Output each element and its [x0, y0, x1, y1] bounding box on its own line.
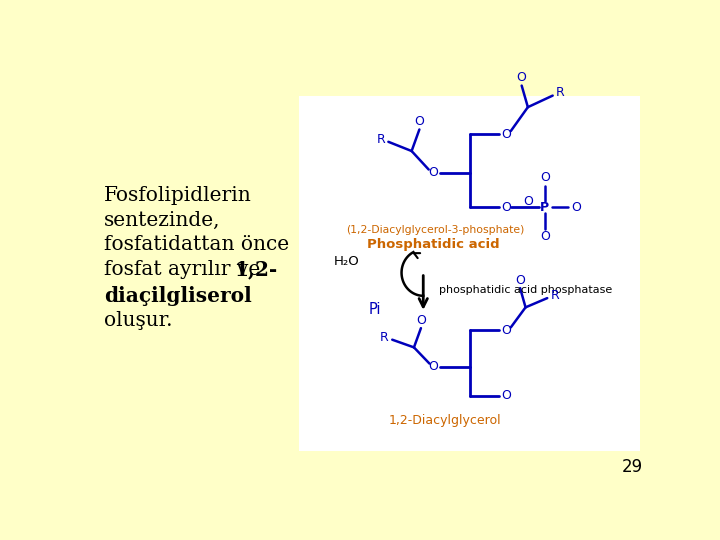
- Text: 29: 29: [622, 458, 643, 476]
- Text: O: O: [540, 230, 550, 243]
- Text: O: O: [415, 115, 424, 129]
- Text: O: O: [501, 324, 511, 337]
- Text: O: O: [501, 127, 511, 140]
- Text: sentezinde,: sentezinde,: [104, 211, 220, 230]
- Text: fosfatidattan önce: fosfatidattan önce: [104, 235, 289, 254]
- Bar: [300, 96, 640, 451]
- Text: fosfat ayrılır ve: fosfat ayrılır ve: [104, 260, 266, 279]
- Text: R: R: [377, 133, 385, 146]
- Text: O: O: [416, 314, 426, 327]
- Text: R: R: [556, 86, 564, 99]
- Text: 1,2-: 1,2-: [234, 260, 277, 280]
- Text: O: O: [571, 201, 581, 214]
- Text: phosphatidic acid phosphatase: phosphatidic acid phosphatase: [438, 285, 612, 295]
- Text: H₂O: H₂O: [334, 255, 360, 268]
- Text: Phosphatidic acid: Phosphatidic acid: [367, 238, 500, 251]
- Text: O: O: [428, 360, 438, 373]
- Text: O: O: [523, 194, 533, 207]
- Text: (1,2-Diacylglycerol-3-phosphate): (1,2-Diacylglycerol-3-phosphate): [346, 225, 524, 235]
- Text: O: O: [540, 172, 550, 185]
- Text: O: O: [516, 274, 525, 287]
- Text: O: O: [517, 71, 526, 84]
- Text: Pi: Pi: [369, 302, 382, 317]
- Text: oluşur.: oluşur.: [104, 311, 173, 330]
- Text: P: P: [541, 201, 549, 214]
- Text: diaçilgliserol: diaçilgliserol: [104, 286, 252, 306]
- Text: R: R: [551, 288, 559, 301]
- Text: O: O: [501, 201, 511, 214]
- Text: R: R: [380, 331, 389, 344]
- Text: Fosfolipidlerin: Fosfolipidlerin: [104, 186, 252, 205]
- Text: O: O: [428, 166, 438, 179]
- Text: O: O: [501, 389, 511, 402]
- Text: 1,2-Diacylglycerol: 1,2-Diacylglycerol: [388, 414, 501, 427]
